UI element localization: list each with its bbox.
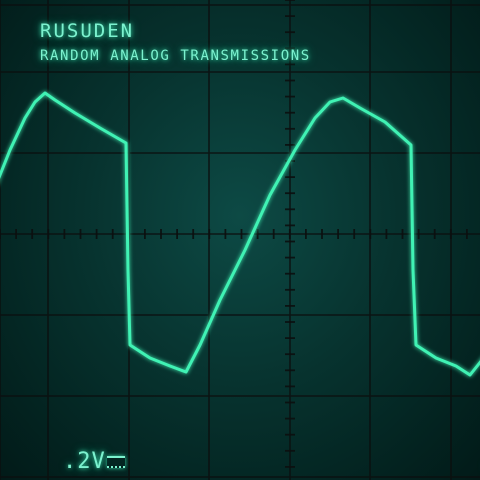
dc-coupling-icon <box>106 456 125 468</box>
screen-title: RUSUDEN <box>40 20 135 42</box>
volts-per-division-readout: .2V <box>6 424 125 480</box>
time-per-division-readout: .2s <box>424 424 480 480</box>
screen-subtitle: RANDOM ANALOG TRANSMISSIONS <box>40 48 311 64</box>
volts-value: .2V <box>62 449 106 474</box>
waveform-trace <box>0 91 480 377</box>
